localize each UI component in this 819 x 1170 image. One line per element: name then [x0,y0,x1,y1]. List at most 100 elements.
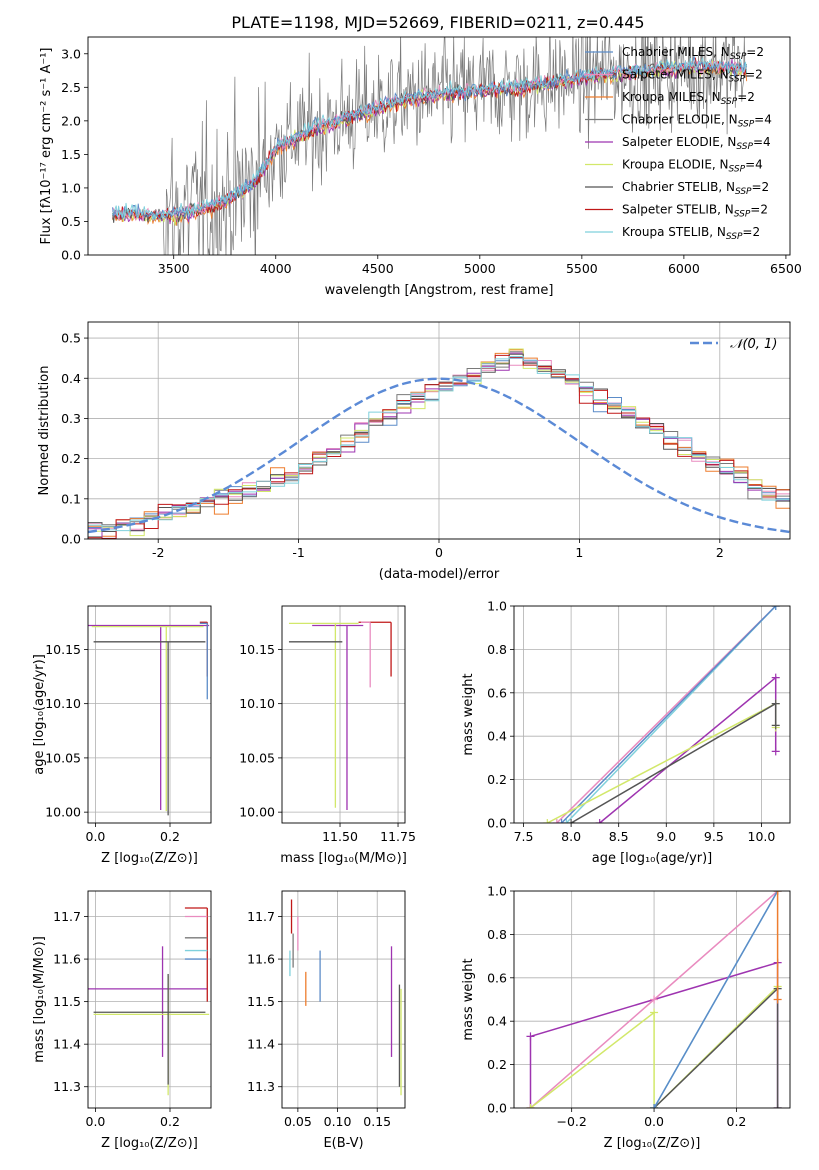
y-tick-label: 11.4 [247,1037,275,1052]
x-axis-label: Z [log₁₀(Z/Z⊙)] [101,851,198,866]
y-tick-label: 10.00 [45,805,81,820]
y-tick-label: 1.5 [61,147,81,162]
y-tick-label: 2.0 [61,113,81,128]
error-bar-point [88,624,210,810]
y-tick-label: 0.4 [487,729,507,744]
y-tick-label: 0.4 [487,1014,507,1029]
plus-marker [562,819,571,823]
x-tick-label: 0.0 [86,1114,106,1129]
x-tick-label: 0.0 [644,1114,664,1129]
y-tick-label: 11.7 [247,909,275,924]
normal-distribution-curve [88,377,790,534]
y-tick-label: 0.0 [487,816,507,831]
legend-suffix: =4 [745,158,763,172]
chabrier-stelib-weight-line [653,986,779,1108]
x-tick-label: 2 [716,545,724,560]
legend-entry: Kroupa STELIB, NSSP=2 [622,225,760,242]
error-bar-point [88,946,208,1057]
legend-suffix: =2 [737,90,755,104]
chabrier-miles-weight-line [653,891,779,1108]
legend-label: Salpeter ELODIE, N [622,135,736,149]
y-tick-label: 0.5 [61,214,81,229]
plus-marker [543,819,552,823]
weight_vs_Z-plot-area [514,891,790,1108]
legend-suffix: =2 [745,68,763,82]
x-tick-label: 9.5 [704,829,724,844]
plus-marker [526,1104,535,1108]
x-tick-label: 11.50 [322,829,358,844]
legend-entry: Chabrier MILES, NSSP=2 [622,45,764,62]
y-axis-label: mass weight [461,673,476,755]
legend-entry: 𝒩(0, 1) [730,337,777,352]
plus-marker [650,1008,659,1017]
spectrum-plot-area [112,37,748,255]
mass_vs_Z-frame [87,890,212,1109]
weight_vs_Z-frame [513,890,791,1109]
x-axis-label: wavelength [Angstrom, rest frame] [325,283,554,298]
y-tick-label: 0.1 [61,491,81,506]
y-tick-label: 1.0 [487,884,507,899]
chabrier-miles-weight-line [561,606,777,823]
weight_vs_Z-chart: −0.2 0.0 0.2 0.0 0.2 0.4 0.6 0.8 1.0 Z [log₁₀(Z/Z… [461,884,791,1151]
mass_vs_ebv-frame [281,890,406,1109]
x-tick-label: 11.75 [380,829,416,844]
x-tick-label: 7.5 [514,829,534,844]
legend-suffix: =2 [742,225,760,239]
plus-marker [650,1104,659,1108]
legend-suffix: =2 [752,180,770,194]
y-tick-label: 11.3 [53,1079,81,1094]
weight_vs_age-frame [513,605,791,824]
legend-suffix: =2 [746,45,764,59]
age_vs_Z-plot-area [88,606,211,823]
y-axis-label: mass [log₁₀(M/M⊙)] [32,936,47,1063]
x-tick-label: 0.05 [284,1114,312,1129]
x-tick-label: 0.15 [363,1114,391,1129]
plus-marker [771,747,780,756]
legend-label: Chabrier MILES, N [622,45,730,59]
legend-subscript: SSP [738,120,755,130]
legend-label: Salpeter MILES, N [622,68,729,82]
error-bar-point [93,973,206,1085]
x-tick-label: -2 [152,545,164,560]
error-bar-point [93,641,206,816]
error-bar-point [288,622,359,808]
x-tick-label: 0.10 [324,1114,352,1129]
legend-subscript: SSP [736,142,753,152]
y-axis-label: age [log₁₀(age/yr)] [32,654,47,775]
plus-marker [773,891,782,895]
y-tick-label: 0.0 [61,532,81,547]
legend-entry: Salpeter MILES, NSSP=2 [622,68,763,85]
age_vs_mass-frame [281,605,406,824]
plus-marker [773,1104,782,1108]
x-tick-label: 6000 [668,261,700,276]
legend-label: Kroupa ELODIE, N [622,158,729,172]
x-tick-label: 0 [435,545,443,560]
legend-suffix: =4 [754,113,772,127]
mass_vs_ebv-chart: 0.05 0.10 0.15 11.3 11.4 11.5 11.6 11.7 E(B-V) [247,890,406,1151]
error-bar-point [93,976,210,1096]
x-tick-label: 8.0 [561,829,581,844]
x-tick-label: 0.2 [727,1114,747,1129]
plus-marker [557,819,566,823]
plus-marker [771,721,780,730]
legend-subscript: SSP [735,187,752,197]
legend-entry: Chabrier STELIB, NSSP=2 [622,180,769,197]
legend-label: Salpeter STELIB, N [622,203,734,217]
legend-entry: Salpeter STELIB, NSSP=2 [622,203,768,220]
residuals-legend: 𝒩(0, 1) [690,337,777,352]
x-tick-label: 1 [575,545,583,560]
figure-title: PLATE=1198, MJD=52669, FIBERID=0211, z=0… [231,13,644,32]
mass_vs_Z-chart: 0.0 0.2 11.3 11.4 11.5 11.6 11.7 Z [log₁₀(Z/Z⊙)… [32,890,212,1151]
x-tick-label: 3500 [158,261,190,276]
age_vs_mass-plot-area [282,606,405,823]
legend-label: Kroupa STELIB, N [622,225,726,239]
x-tick-label: 9.0 [656,829,676,844]
y-tick-label: 0.2 [487,772,507,787]
legend-subscript: SSP [730,52,747,62]
y-tick-label: 1.0 [487,599,507,614]
legend-entry: Salpeter ELODIE, NSSP=4 [622,135,771,152]
plus-marker [773,995,782,1004]
plus-marker [771,673,780,682]
x-tick-label: 0.2 [160,829,180,844]
